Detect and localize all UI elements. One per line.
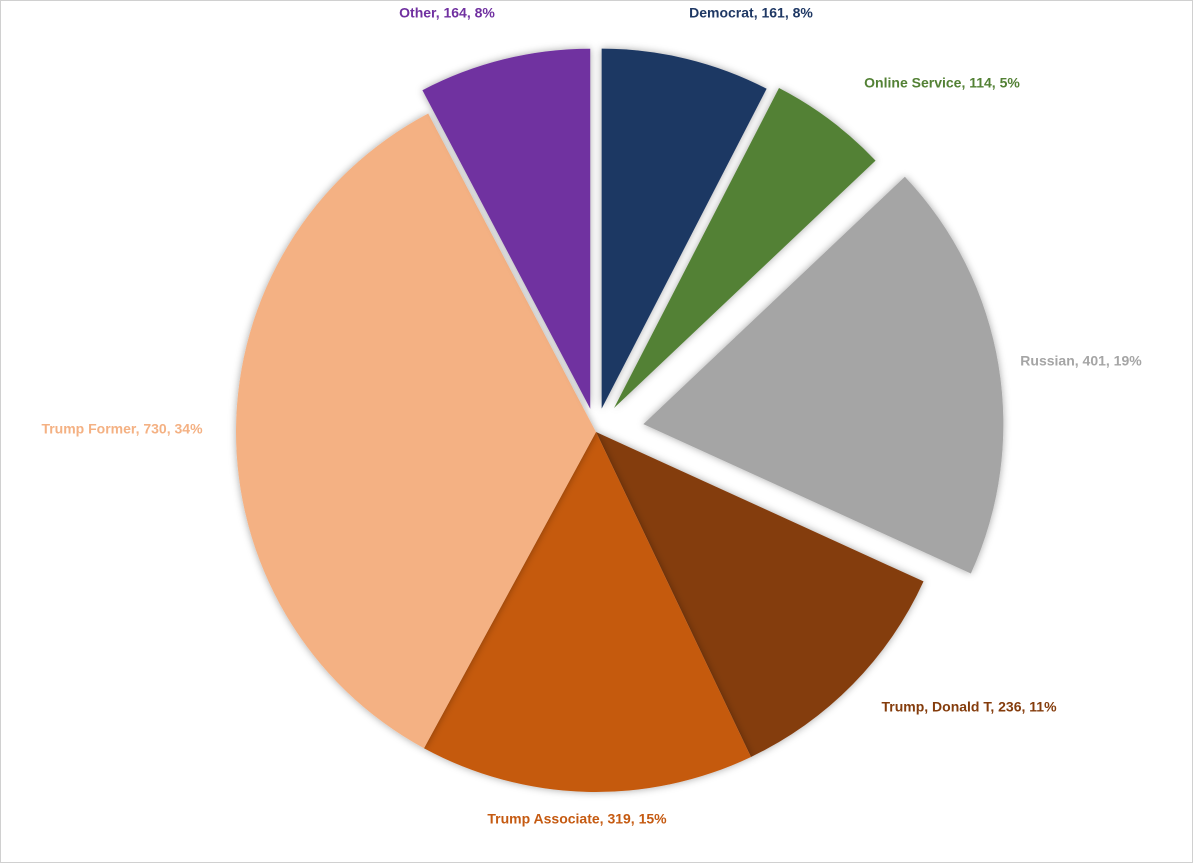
data-label: Trump, Donald T, 236, 11%	[881, 699, 1057, 715]
data-label: Online Service, 114, 5%	[864, 75, 1020, 91]
pie-slice	[601, 48, 767, 409]
data-label: Trump Former, 730, 34%	[41, 421, 203, 437]
data-label: Russian, 401, 19%	[1020, 353, 1142, 369]
data-label: Other, 164, 8%	[399, 5, 495, 21]
pie-slice	[423, 432, 751, 792]
pie-slice	[236, 113, 597, 749]
data-label: Democrat, 161, 8%	[689, 5, 813, 21]
pie-slice	[643, 176, 1004, 574]
pie-slice	[422, 48, 591, 409]
pie	[236, 48, 1004, 792]
pie-slice	[614, 88, 876, 409]
data-label: Trump Associate, 319, 15%	[487, 811, 667, 827]
pie-slice	[596, 432, 924, 757]
